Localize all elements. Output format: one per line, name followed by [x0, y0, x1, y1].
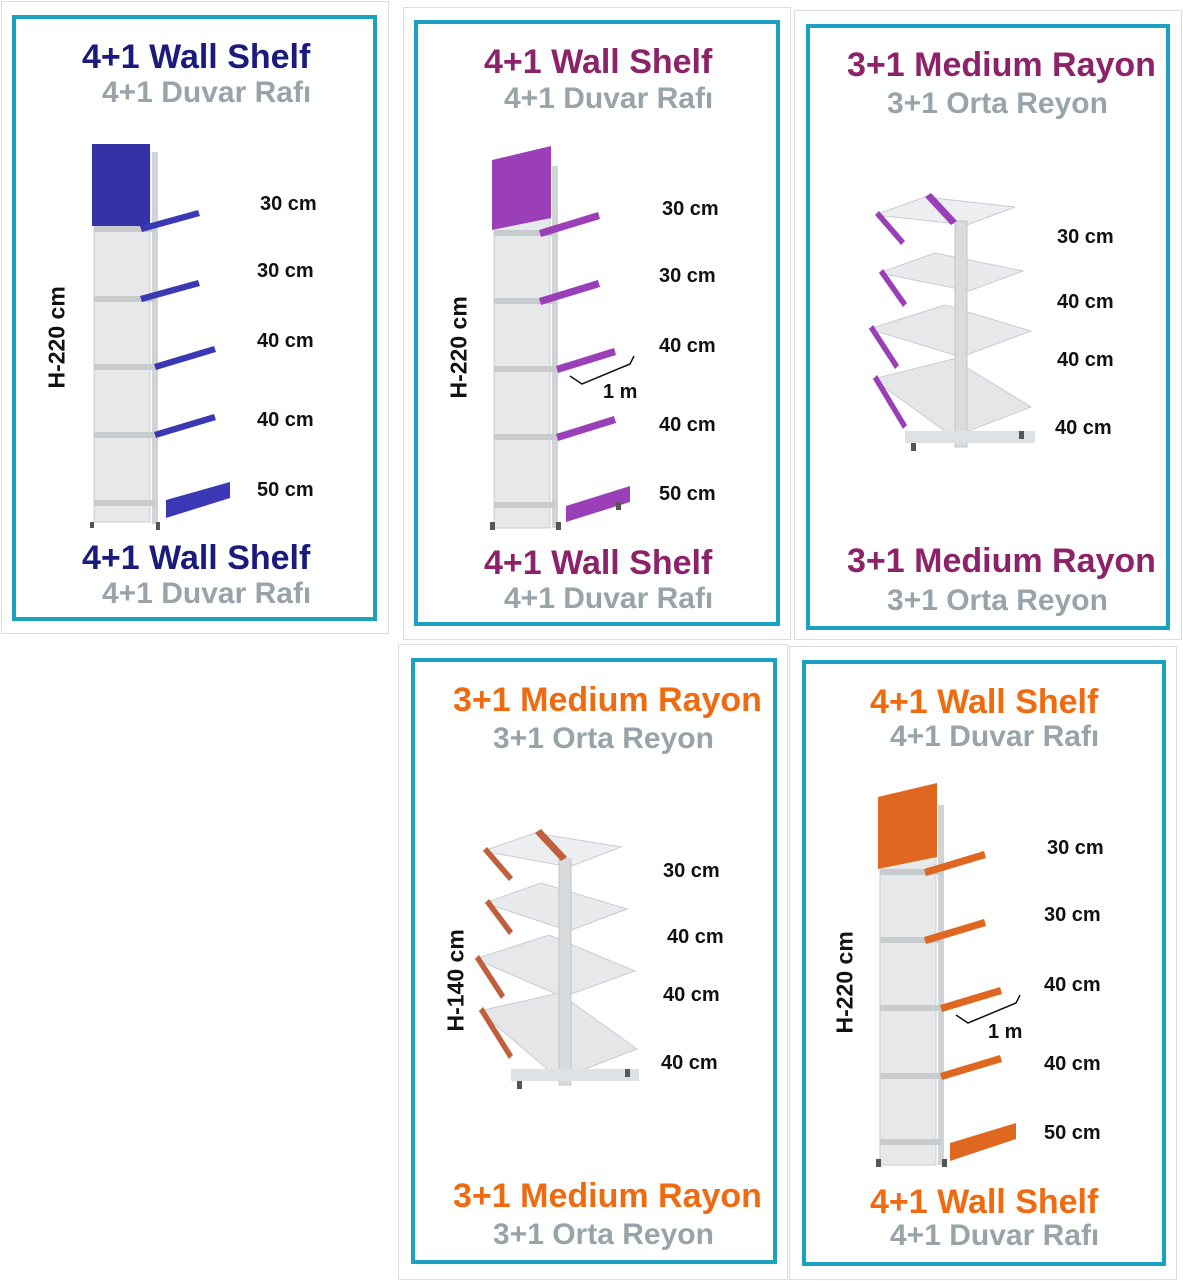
card-subtitle-bottom: 3+1 Orta Reyon	[493, 1218, 714, 1251]
card-frame	[414, 20, 780, 626]
card-subtitle-top: 3+1 Orta Reyon	[887, 87, 1108, 120]
card-title-bottom: 4+1 Wall Shelf	[484, 544, 713, 582]
card-subtitle-top: 4+1 Duvar Rafı	[102, 76, 312, 109]
card-subtitle-bottom: 4+1 Duvar Rafı	[102, 577, 312, 610]
dim-label: 40 cm	[663, 984, 720, 1006]
card-frame	[806, 24, 1170, 630]
card-title-bottom: 3+1 Medium Rayon	[847, 542, 1156, 580]
card-title-bottom: 4+1 Wall Shelf	[82, 539, 311, 577]
card-subtitle-bottom: 4+1 Duvar Rafı	[504, 582, 714, 615]
card-frame	[411, 658, 777, 1264]
dim-label: 40 cm	[1044, 974, 1101, 996]
dim-label: 40 cm	[659, 335, 716, 357]
width-label: 1 m	[603, 381, 638, 403]
dim-label: 40 cm	[257, 409, 314, 431]
dim-label: 40 cm	[1057, 291, 1114, 313]
product-card-3: 3+1 Medium Rayon 3+1 Orta Reyon 30 cm 40…	[794, 10, 1182, 640]
dim-label: 40 cm	[1055, 417, 1112, 439]
card-subtitle-top: 3+1 Orta Reyon	[493, 722, 714, 755]
product-card-2: 4+1 Wall Shelf 4+1 Duvar Rafı H-220 cm 3…	[403, 7, 791, 640]
dim-label: 30 cm	[662, 198, 719, 220]
medium-rayon-illustration	[473, 829, 639, 1089]
card-subtitle-top: 4+1 Duvar Rafı	[890, 720, 1100, 753]
card-title-top: 3+1 Medium Rayon	[453, 681, 762, 719]
card-frame	[802, 660, 1166, 1266]
dim-label: 40 cm	[661, 1052, 718, 1074]
wall-shelf-illustration	[876, 783, 1021, 1167]
dim-label: 30 cm	[659, 265, 716, 287]
dim-label: 40 cm	[257, 330, 314, 352]
dim-label: 30 cm	[260, 193, 317, 215]
card-title-bottom: 3+1 Medium Rayon	[453, 1177, 762, 1215]
dim-label: 30 cm	[1057, 226, 1114, 248]
dim-label: 40 cm	[1044, 1053, 1101, 1075]
height-label: H-220 cm	[43, 286, 70, 389]
dim-label: 30 cm	[1047, 837, 1104, 859]
wall-shelf-illustration	[490, 146, 635, 530]
card-subtitle-bottom: 3+1 Orta Reyon	[887, 584, 1108, 617]
dim-label: 40 cm	[667, 926, 724, 948]
product-card-5: 4+1 Wall Shelf 4+1 Duvar Rafı H-220 cm 3…	[789, 646, 1177, 1280]
card-title-top: 4+1 Wall Shelf	[82, 38, 311, 76]
card-frame	[12, 15, 377, 621]
height-label: H-220 cm	[831, 931, 858, 1034]
card-subtitle-top: 4+1 Duvar Rafı	[504, 82, 714, 115]
dim-label: 50 cm	[1044, 1122, 1101, 1144]
wall-shelf-illustration	[90, 144, 230, 530]
card-title-top: 4+1 Wall Shelf	[484, 43, 713, 81]
width-label: 1 m	[988, 1021, 1023, 1043]
dim-label: 30 cm	[1044, 904, 1101, 926]
height-label: H-220 cm	[445, 296, 472, 399]
dim-label: 50 cm	[659, 483, 716, 505]
dim-label: 40 cm	[1057, 349, 1114, 371]
card-title-top: 3+1 Medium Rayon	[847, 46, 1156, 84]
card-title-bottom: 4+1 Wall Shelf	[870, 1183, 1099, 1221]
card-subtitle-bottom: 4+1 Duvar Rafı	[890, 1219, 1100, 1252]
medium-rayon-illustration	[867, 193, 1035, 451]
dim-label: 30 cm	[257, 260, 314, 282]
product-card-1: 4+1 Wall Shelf 4+1 Duvar Rafı H-220 cm 3…	[1, 1, 389, 634]
dim-label: 30 cm	[663, 860, 720, 882]
height-label: H-140 cm	[442, 929, 469, 1032]
dim-label: 40 cm	[659, 414, 716, 436]
dim-label: 50 cm	[257, 479, 314, 501]
product-card-4: 3+1 Medium Rayon 3+1 Orta Reyon H-140 cm…	[398, 644, 788, 1280]
card-title-top: 4+1 Wall Shelf	[870, 683, 1099, 721]
